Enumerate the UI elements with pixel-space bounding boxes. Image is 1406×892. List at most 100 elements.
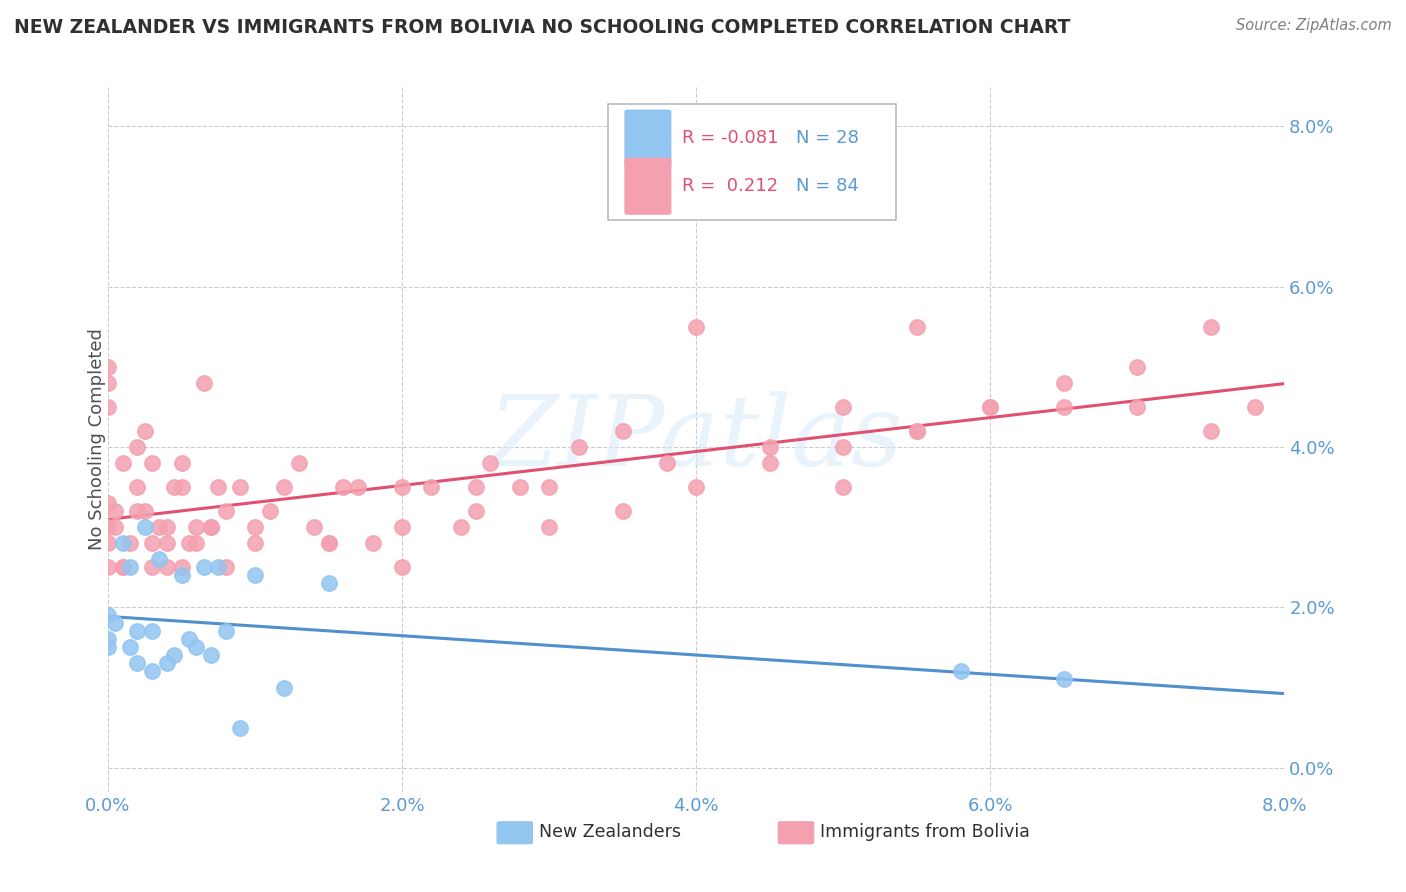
FancyBboxPatch shape [624,158,672,215]
Point [464,480,486,494]
Point [259,504,281,518]
Point [464,504,486,518]
Point [450,520,472,534]
Point [758,440,780,454]
Point [318,536,340,550]
Point [391,560,413,574]
Point [979,400,1001,414]
Point [1199,424,1222,438]
Point [229,480,252,494]
Point [97,376,120,390]
Point [832,440,855,454]
Text: R =  0.212: R = 0.212 [682,178,778,195]
Point [186,520,208,534]
Point [538,520,561,534]
Text: NEW ZEALANDER VS IMMIGRANTS FROM BOLIVIA NO SCHOOLING COMPLETED CORRELATION CHAR: NEW ZEALANDER VS IMMIGRANTS FROM BOLIVIA… [14,18,1070,37]
Text: N = 84: N = 84 [796,178,859,195]
Point [111,560,134,574]
FancyBboxPatch shape [607,104,896,220]
Point [273,681,295,695]
Point [1053,673,1076,687]
Point [685,319,707,334]
Point [207,560,229,574]
Point [361,536,384,550]
Point [1053,376,1076,390]
Point [97,520,120,534]
Point [229,721,252,735]
Text: New Zealanders: New Zealanders [538,822,681,841]
Point [243,568,266,582]
Point [118,640,141,655]
Point [612,424,634,438]
Point [97,632,120,647]
Point [141,560,163,574]
Point [655,456,678,470]
Text: N = 28: N = 28 [796,129,859,147]
Point [97,608,120,623]
Point [97,536,120,550]
Point [148,552,170,566]
Point [127,624,149,639]
Text: Immigrants from Bolivia: Immigrants from Bolivia [820,822,1029,841]
Point [141,665,163,679]
Point [170,480,193,494]
Point [1053,400,1076,414]
Point [97,640,120,655]
Point [832,480,855,494]
Point [186,536,208,550]
Point [200,520,222,534]
Point [214,624,236,639]
Point [332,480,354,494]
Point [479,456,502,470]
Point [97,560,120,574]
Point [163,480,186,494]
Point [200,648,222,663]
Point [97,400,120,414]
Point [509,480,531,494]
Point [163,648,186,663]
Point [685,480,707,494]
Point [156,520,179,534]
Point [1199,319,1222,334]
Point [177,536,200,550]
Point [302,520,325,534]
Point [156,536,179,550]
Point [318,536,340,550]
Point [134,504,156,518]
Point [111,456,134,470]
Point [1126,359,1149,374]
Point [104,520,127,534]
Point [391,480,413,494]
Point [567,440,589,454]
Point [1244,400,1267,414]
Point [288,456,311,470]
Point [118,560,141,574]
Point [193,376,215,390]
Point [141,536,163,550]
Point [156,560,179,574]
Point [141,456,163,470]
Y-axis label: No Schooling Completed: No Schooling Completed [89,328,105,550]
Point [758,456,780,470]
Point [905,319,928,334]
Point [97,496,120,510]
Point [243,536,266,550]
Point [104,616,127,631]
Point [243,520,266,534]
Point [979,400,1001,414]
Point [832,400,855,414]
Point [170,560,193,574]
Point [347,480,370,494]
Point [141,624,163,639]
Point [148,520,170,534]
Point [207,480,229,494]
Point [186,640,208,655]
Point [1126,400,1149,414]
Point [156,657,179,671]
Text: ZIPatlas: ZIPatlas [489,392,904,487]
Point [318,576,340,591]
Text: R = -0.081: R = -0.081 [682,129,779,147]
FancyBboxPatch shape [624,110,672,167]
Point [111,560,134,574]
Point [200,520,222,534]
